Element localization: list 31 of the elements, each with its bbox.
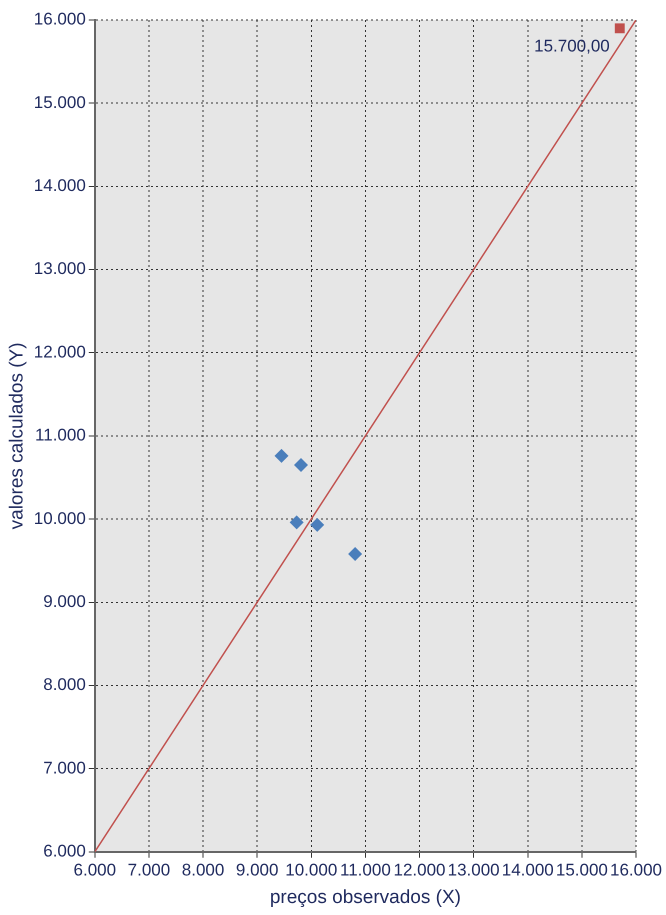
x-axis-title: preços observados (X)	[270, 886, 461, 908]
x-tick-label: 14.000	[502, 860, 554, 880]
y-tick-label: 16.000	[34, 10, 86, 29]
point	[310, 518, 324, 532]
x-tick-label: 16.000	[610, 860, 662, 880]
annotation: 15.700,00	[534, 36, 610, 56]
x-tick-label: 11.000	[340, 860, 391, 880]
y-tick-label: 14.000	[34, 176, 86, 196]
y-tick-label: 15.000	[34, 92, 86, 112]
point	[348, 547, 362, 562]
point	[290, 515, 304, 530]
y-axis-title: valores calculados (Y)	[6, 342, 28, 530]
y-tick-label: 11.000	[35, 426, 86, 445]
x-tick-label: 9.000	[236, 860, 278, 880]
y-tick-label: 10.000	[34, 508, 86, 528]
point	[294, 458, 308, 472]
y-tick-label: 12.000	[34, 342, 86, 362]
y-tick-label: 9.000	[43, 592, 86, 611]
x-tick-label: 8.000	[182, 860, 224, 880]
x-tick-label: 13.000	[448, 860, 500, 880]
x-tick-label: 7.000	[128, 860, 170, 880]
y-tick-label: 13.000	[34, 259, 86, 278]
y-tick-label: 6.000	[43, 841, 86, 860]
y-tick-label: 7.000	[43, 758, 86, 778]
y-tick-label: 8.000	[43, 675, 86, 694]
point	[614, 23, 625, 34]
point	[274, 448, 289, 463]
x-tick-label: 6.000	[74, 860, 116, 880]
x-tick-label: 10.000	[285, 860, 338, 880]
x-tick-label: 12.000	[394, 860, 446, 880]
x-tick-label: 15.000	[556, 860, 608, 880]
